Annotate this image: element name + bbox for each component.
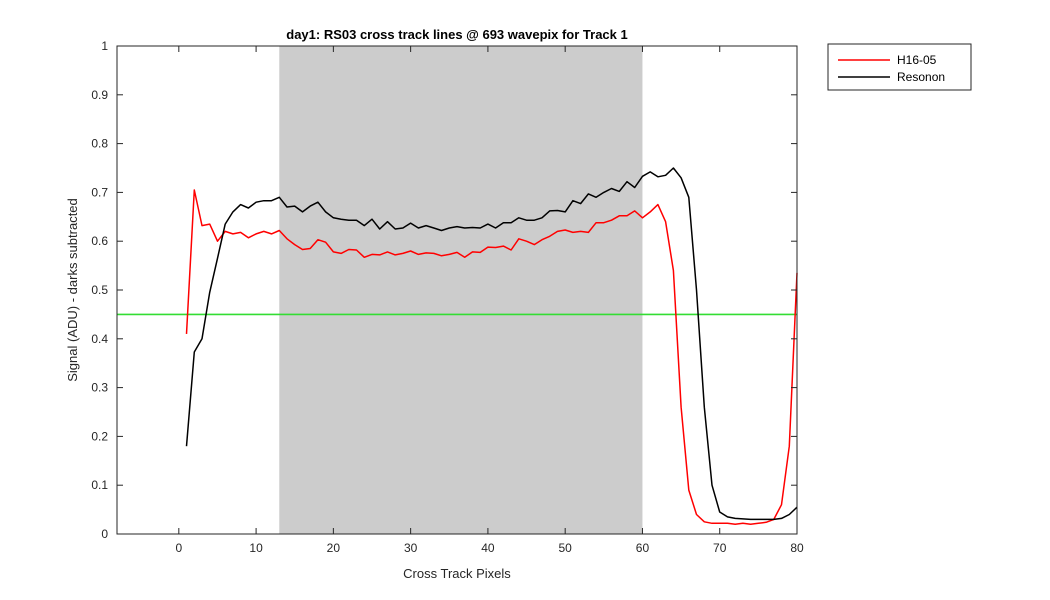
x-tick-label: 70 <box>713 541 727 555</box>
y-tick-label: 1 <box>101 39 108 53</box>
x-tick-label: 20 <box>327 541 341 555</box>
x-tick-label: 40 <box>481 541 495 555</box>
shaded-region <box>279 46 643 534</box>
y-tick-label: 0.4 <box>91 332 108 346</box>
y-tick-label: 0.9 <box>91 88 108 102</box>
x-tick-label: 10 <box>249 541 263 555</box>
y-tick-label: 0.8 <box>91 137 108 151</box>
legend-label-1: Resonon <box>897 70 945 84</box>
x-tick-label: 50 <box>559 541 573 555</box>
chart-title: day1: RS03 cross track lines @ 693 wavep… <box>286 27 627 42</box>
y-tick-label: 0.5 <box>91 283 108 297</box>
series-line-1 <box>185 167 798 521</box>
series-line-0 <box>185 189 798 525</box>
plot-area: 0 10 20 30 40 50 60 70 80 0 0.1 0.2 0.3 0.4 0.5 0.6 0.7 0… <box>91 39 804 555</box>
y-tick-label: 0.2 <box>91 429 108 443</box>
legend: H16-05 Resonon <box>827 43 972 91</box>
x-tick-label: 30 <box>404 541 418 555</box>
x-tick-label: 80 <box>790 541 804 555</box>
y-tick-label: 0.6 <box>91 234 108 248</box>
x-tick-label: 0 <box>175 541 182 555</box>
legend-box <box>827 43 972 91</box>
legend-label-0: H16-05 <box>897 53 937 67</box>
y-tick-label: 0 <box>101 527 108 541</box>
x-axis-label: Cross Track Pixels <box>403 566 511 581</box>
y-tick-label: 0.1 <box>91 478 108 492</box>
y-axis-label: Signal (ADU) - darks subtracted <box>65 198 80 382</box>
y-tick-label: 0.7 <box>91 185 108 199</box>
x-tick-label: 60 <box>636 541 650 555</box>
y-tick-label: 0.3 <box>91 381 108 395</box>
